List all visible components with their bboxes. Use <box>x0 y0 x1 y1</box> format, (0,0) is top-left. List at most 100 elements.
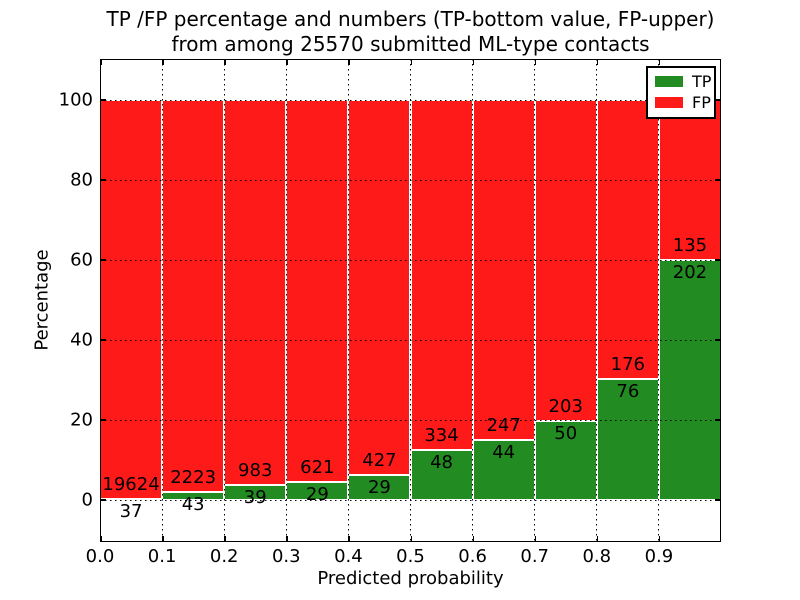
bar-label-tp: 50 <box>554 422 578 444</box>
x-tick-label: 0.4 <box>334 546 363 567</box>
legend-item: FP <box>648 92 714 113</box>
x-tick-label: 0.6 <box>458 546 487 567</box>
x-tick-mark <box>224 536 226 542</box>
x-tick-mark <box>534 536 537 542</box>
x-tick-label: 0.8 <box>582 546 612 567</box>
gridline-vertical <box>658 59 660 542</box>
bar-label-tp: 202 <box>672 262 708 284</box>
x-tick-mark-top <box>596 59 599 65</box>
bar-segment-tp <box>410 449 473 500</box>
x-tick-mark <box>596 536 599 542</box>
x-tick-label: 0.2 <box>209 546 239 567</box>
x-tick-mark-top <box>286 59 288 65</box>
gridline-vertical <box>410 59 411 542</box>
bar-segment-tp <box>348 474 411 500</box>
y-tick-mark <box>100 259 106 261</box>
bar-segment-fp <box>162 100 225 493</box>
x-tick-mark-top <box>719 59 721 65</box>
legend-swatch-tp <box>655 76 683 87</box>
x-tick-label: 0.5 <box>396 546 425 567</box>
bar-segment-fp <box>286 100 349 483</box>
bar-segment-tp <box>534 420 597 500</box>
bar-segment-tp <box>286 482 349 500</box>
y-tick-label: 80 <box>70 169 93 191</box>
gridline-vertical <box>223 59 225 542</box>
x-tick-mark-top <box>224 59 226 65</box>
legend-label: TP <box>692 72 712 91</box>
gridline-vertical <box>534 59 536 542</box>
x-tick-mark-top <box>162 59 164 65</box>
y-tick-label: 100 <box>58 89 93 111</box>
x-tick-mark <box>162 536 164 542</box>
y-tick-mark-right <box>715 339 721 341</box>
y-tick-mark-right <box>715 499 721 501</box>
bar-label-fp: 621 <box>300 457 335 479</box>
bar-label-tp: 48 <box>430 451 453 473</box>
legend-label: FP <box>692 93 711 112</box>
y-tick-mark-right <box>715 99 721 101</box>
y-tick-mark-right <box>715 419 721 421</box>
x-tick-mark-top <box>348 59 350 65</box>
y-tick-label: 20 <box>70 409 93 431</box>
gridline-vertical <box>596 59 598 542</box>
y-tick-mark <box>100 99 106 101</box>
bar-label-fp: 334 <box>424 424 459 446</box>
y-tick-mark <box>100 339 106 341</box>
chart-title-line1: TP /FP percentage and numbers (TP-bottom… <box>106 7 715 31</box>
x-tick-mark <box>286 536 288 542</box>
x-tick-label: 0.0 <box>85 546 115 567</box>
gridline-vertical <box>472 59 474 542</box>
x-tick-mark-top <box>534 59 537 65</box>
bar-segment-tp <box>162 492 225 500</box>
y-tick-label: 0 <box>81 489 93 511</box>
bar-segment-fp <box>596 100 659 380</box>
bar-segment-tp <box>224 484 287 500</box>
y-axis-label: Percentage <box>31 249 53 351</box>
bar-label-tp: 37 <box>119 501 143 523</box>
bar-label-fp: 135 <box>672 235 708 257</box>
bar-label-fp: 247 <box>486 414 521 436</box>
bar-label-fp: 176 <box>610 354 646 376</box>
y-tick-mark-right <box>715 259 721 261</box>
y-tick-label: 40 <box>70 329 93 351</box>
y-tick-mark-right <box>715 179 721 181</box>
bar-segment-tp <box>472 439 535 500</box>
bar-label-fp: 427 <box>362 449 397 471</box>
legend-item: TP <box>648 71 714 92</box>
chart-title-line2: from among 25570 submitted ML-type conta… <box>171 32 650 56</box>
x-tick-label: 0.3 <box>271 546 301 567</box>
y-tick-mark <box>100 499 106 501</box>
bar-label-fp: 2223 <box>170 467 217 489</box>
y-tick-mark <box>100 179 106 181</box>
x-tick-mark-top <box>100 59 102 65</box>
x-tick-label: 0.7 <box>520 546 550 567</box>
bar-label-tp: 43 <box>181 494 205 516</box>
x-tick-label: 0.9 <box>644 546 674 567</box>
legend: TP FP <box>646 66 716 119</box>
x-tick-mark <box>410 536 412 542</box>
bar-label-tp: 76 <box>616 381 640 403</box>
y-tick-label: 60 <box>70 249 93 271</box>
x-tick-mark <box>658 536 661 542</box>
bar-segment-fp <box>410 100 473 450</box>
gridline-vertical <box>161 59 163 542</box>
bar-label-tp: 29 <box>305 484 329 506</box>
bar-label-tp: 44 <box>492 441 516 463</box>
x-tick-mark-top <box>472 59 475 65</box>
bar-segment-fp <box>224 100 287 485</box>
bar-segment-fp <box>472 100 535 440</box>
legend-swatch-fp <box>655 97 683 108</box>
bar-label-fp: 983 <box>238 459 273 481</box>
bar-segment-tp <box>658 260 721 500</box>
x-tick-mark-top <box>410 59 412 65</box>
bar-label-fp: 19624 <box>102 474 160 496</box>
x-tick-mark <box>719 536 721 542</box>
x-axis-label: Predicted probability <box>317 568 504 589</box>
bar-label-tp: 39 <box>243 486 267 508</box>
x-tick-mark <box>100 536 102 542</box>
gridline-vertical <box>347 59 349 542</box>
chart-title: TP /FP percentage and numbers (TP-bottom… <box>100 7 721 57</box>
bar-segment-fp <box>100 100 163 500</box>
x-tick-mark <box>472 536 475 542</box>
